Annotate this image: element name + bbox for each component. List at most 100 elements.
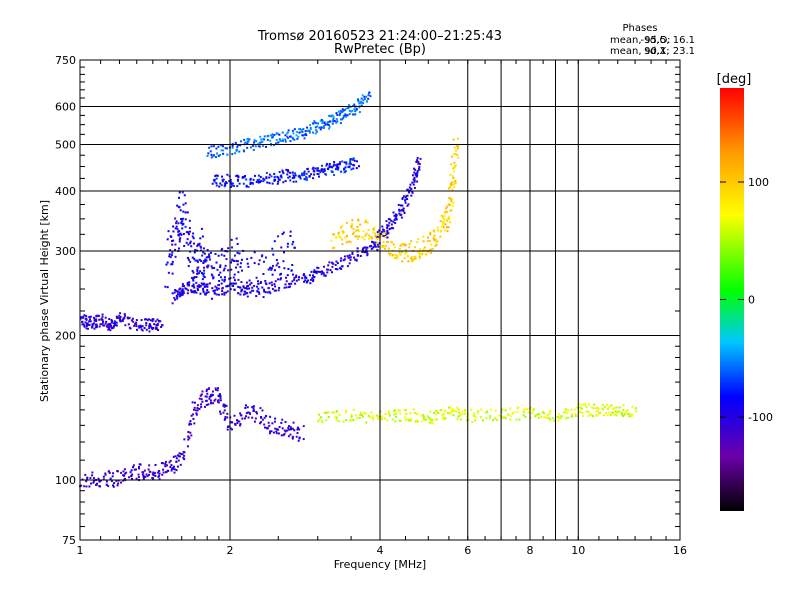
data-point bbox=[404, 419, 407, 422]
data-point bbox=[183, 245, 186, 248]
data-point bbox=[131, 478, 134, 481]
data-point bbox=[217, 154, 220, 157]
data-point bbox=[225, 285, 228, 288]
data-point bbox=[358, 416, 361, 419]
data-point bbox=[343, 108, 346, 111]
data-point bbox=[130, 475, 133, 478]
data-point bbox=[452, 167, 455, 170]
data-point bbox=[262, 180, 265, 183]
data-point bbox=[192, 271, 195, 274]
data-point bbox=[334, 168, 337, 171]
data-point bbox=[396, 254, 399, 257]
data-point bbox=[480, 408, 483, 411]
data-point bbox=[272, 144, 275, 147]
data-point bbox=[286, 173, 289, 176]
data-point bbox=[433, 239, 436, 242]
data-point bbox=[315, 129, 318, 132]
data-point bbox=[346, 255, 349, 258]
data-point bbox=[282, 260, 285, 263]
data-point bbox=[414, 173, 417, 176]
data-point bbox=[184, 218, 187, 221]
data-point bbox=[387, 240, 390, 243]
data-point bbox=[435, 243, 438, 246]
data-point bbox=[363, 246, 366, 249]
data-point bbox=[202, 289, 205, 292]
data-point bbox=[205, 395, 208, 398]
data-point bbox=[308, 131, 311, 134]
data-point bbox=[193, 406, 196, 409]
data-point bbox=[354, 235, 357, 238]
data-point bbox=[178, 230, 181, 233]
data-point bbox=[352, 113, 355, 116]
y-axis-label: Stationary phase Virtual Height [km] bbox=[38, 200, 51, 402]
data-point bbox=[168, 253, 171, 256]
data-point bbox=[350, 226, 353, 229]
data-point bbox=[232, 184, 235, 187]
data-point bbox=[233, 273, 236, 276]
data-point bbox=[354, 258, 357, 261]
data-point bbox=[236, 148, 239, 151]
data-point bbox=[403, 257, 406, 260]
data-point bbox=[303, 171, 306, 174]
data-point bbox=[315, 122, 318, 125]
data-point bbox=[383, 417, 386, 420]
data-point bbox=[230, 182, 233, 185]
stats-o-values: -95.5, 16.1 bbox=[641, 35, 696, 46]
data-point bbox=[352, 408, 355, 411]
data-point bbox=[420, 414, 423, 417]
data-point bbox=[186, 292, 189, 295]
data-point bbox=[90, 326, 93, 329]
data-point bbox=[446, 230, 449, 233]
data-point bbox=[332, 118, 335, 121]
data-point bbox=[170, 235, 173, 238]
data-point bbox=[246, 292, 249, 295]
data-point bbox=[175, 460, 178, 463]
data-point bbox=[93, 327, 96, 330]
data-point bbox=[176, 295, 179, 298]
data-point bbox=[313, 120, 316, 123]
data-point bbox=[394, 253, 397, 256]
data-point bbox=[326, 123, 329, 126]
data-point bbox=[145, 318, 148, 321]
data-point bbox=[280, 176, 283, 179]
data-point bbox=[343, 161, 346, 164]
data-point bbox=[100, 318, 103, 321]
data-point bbox=[196, 269, 199, 272]
data-point bbox=[158, 474, 161, 477]
data-point bbox=[249, 283, 252, 286]
data-point bbox=[283, 267, 286, 270]
data-point bbox=[442, 226, 445, 229]
data-point bbox=[264, 426, 267, 429]
data-point bbox=[271, 247, 274, 250]
data-point bbox=[203, 283, 206, 286]
data-point bbox=[155, 327, 158, 330]
data-point bbox=[291, 129, 294, 132]
data-point bbox=[616, 406, 619, 409]
data-point bbox=[289, 179, 292, 182]
data-point bbox=[240, 258, 243, 261]
data-point bbox=[276, 428, 279, 431]
data-point bbox=[287, 426, 290, 429]
data-point bbox=[149, 470, 152, 473]
data-point bbox=[257, 142, 260, 145]
data-point bbox=[356, 247, 359, 250]
data-point bbox=[253, 284, 256, 287]
data-point bbox=[348, 256, 351, 259]
data-point bbox=[370, 240, 373, 243]
data-point bbox=[230, 246, 233, 249]
data-point bbox=[326, 167, 329, 170]
data-point bbox=[590, 406, 593, 409]
data-point bbox=[205, 256, 208, 259]
data-point bbox=[109, 477, 112, 480]
data-point bbox=[329, 120, 332, 123]
data-point bbox=[427, 236, 430, 239]
data-point bbox=[195, 281, 198, 284]
data-point bbox=[291, 171, 294, 174]
data-point bbox=[281, 233, 284, 236]
data-point bbox=[454, 179, 457, 182]
data-point bbox=[280, 434, 283, 437]
data-point bbox=[407, 260, 410, 263]
data-point bbox=[452, 138, 455, 141]
data-point bbox=[404, 409, 407, 412]
data-point bbox=[335, 121, 338, 124]
